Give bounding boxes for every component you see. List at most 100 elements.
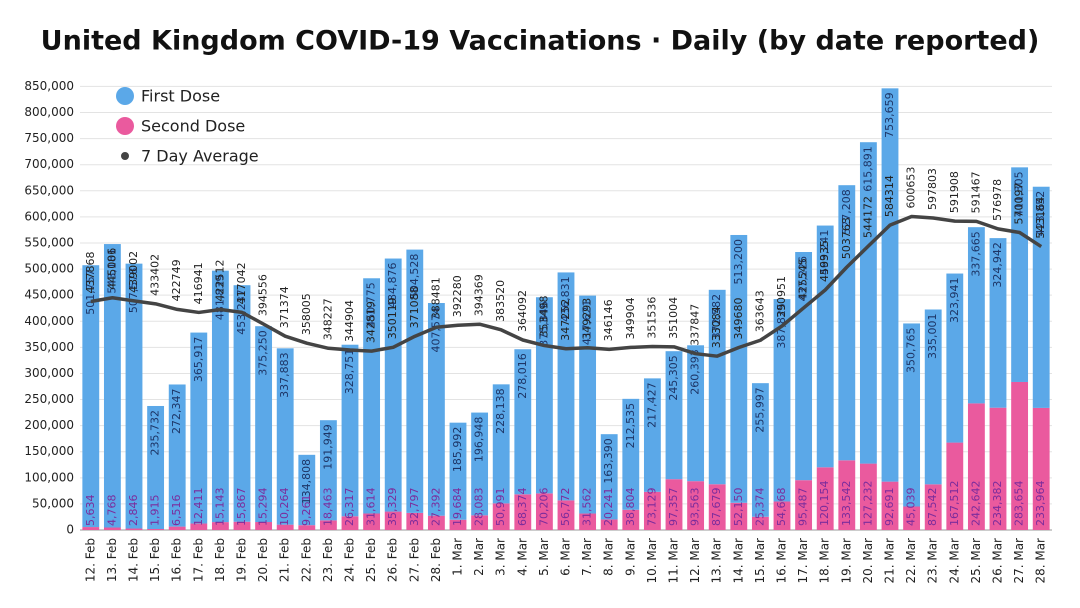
first-dose-label: 217,427 [645, 382, 658, 428]
bar-second-dose [319, 520, 337, 530]
average-label: 350119 [386, 297, 399, 339]
average-label: 543164 [1034, 197, 1047, 239]
first-dose-label: 484,876 [386, 263, 399, 309]
x-tick-label: 11. Mar [667, 538, 681, 584]
average-label: 425545 [797, 258, 810, 300]
average-label: 351004 [667, 297, 680, 339]
first-dose-label: 235,732 [149, 410, 162, 456]
x-tick-label: 22. Feb [299, 538, 313, 582]
second-dose-label: 56,772 [559, 488, 572, 527]
bar-second-dose [816, 467, 834, 530]
bar-second-dose [859, 463, 877, 530]
average-label: 364092 [516, 290, 529, 332]
x-tick-label: 28. Mar [1034, 538, 1048, 584]
x-tick-label: 1. Mar [451, 538, 465, 576]
first-dose-label: 185,992 [451, 427, 464, 473]
average-label: 392280 [451, 275, 464, 317]
first-dose-label: 196,948 [473, 417, 486, 463]
bar-first-dose [298, 454, 316, 526]
x-tick-label: 9. Mar [623, 538, 637, 576]
bar-second-dose [535, 493, 553, 530]
legend-label: First Dose [141, 87, 220, 106]
average-label: 416941 [192, 262, 205, 304]
first-dose-label: 463,241 [818, 230, 831, 276]
bar-first-dose [427, 303, 445, 516]
average-label: 422512 [213, 260, 226, 302]
bar-second-dose [341, 516, 359, 530]
second-dose-label: 10,264 [278, 488, 291, 527]
x-tick-label: 18. Mar [818, 538, 832, 584]
first-dose-label: 372,582 [710, 294, 723, 340]
first-dose-label: 436,831 [559, 276, 572, 322]
y-tick-label: 850,000 [24, 79, 74, 93]
first-dose-label: 375,250 [257, 330, 270, 376]
x-tick-label: 21. Feb [278, 538, 292, 582]
first-dose-label: 260,393 [689, 349, 702, 395]
x-tick-label: 17. Feb [191, 538, 205, 582]
bar-second-dose [989, 407, 1007, 530]
bar-first-dose [795, 252, 813, 481]
second-dose-label: 50,991 [494, 488, 507, 527]
x-tick-label: 2. Mar [472, 538, 486, 576]
bar-first-dose [989, 238, 1007, 408]
bar-first-dose [363, 278, 381, 514]
second-dose-label: 6,516 [170, 495, 183, 527]
first-dose-label: 504,528 [408, 254, 421, 300]
y-tick-label: 500,000 [24, 262, 74, 276]
first-dose-label: 335,001 [926, 314, 939, 360]
bar-first-dose [514, 349, 532, 495]
x-tick-label: 16. Feb [170, 538, 184, 582]
second-dose-label: 87,542 [926, 488, 939, 527]
average-label: 349680 [732, 298, 745, 340]
first-dose-label: 501,757 [84, 269, 97, 315]
bar-first-dose [687, 345, 705, 482]
bar-first-dose [82, 265, 100, 528]
first-dose-label: 375,846 [537, 301, 550, 347]
bar-second-dose [708, 484, 726, 530]
y-tick-label: 0 [66, 523, 74, 537]
x-tick-label: 15. Mar [753, 538, 767, 584]
average-label: 459935 [818, 240, 831, 282]
x-tick-label: 23. Mar [926, 538, 940, 584]
bar-second-dose [449, 519, 467, 530]
second-dose-label: 9,261 [300, 495, 313, 527]
x-tick-label: 6. Mar [559, 538, 573, 576]
second-dose-label: 133,542 [840, 481, 853, 527]
bar-second-dose [946, 442, 964, 530]
average-label: 503763 [840, 217, 853, 259]
average-label: 371374 [278, 286, 291, 328]
second-dose-label: 54,668 [775, 488, 788, 527]
average-label: 383520 [494, 280, 507, 322]
bar-first-dose [211, 270, 229, 523]
legend-swatch [121, 152, 129, 160]
x-tick-label: 21. Mar [883, 538, 897, 584]
second-dose-label: 242,642 [969, 481, 982, 527]
x-tick-label: 10. Mar [645, 538, 659, 584]
bar-first-dose [276, 348, 294, 525]
second-dose-label: 15,294 [257, 488, 270, 527]
bar-first-dose [147, 405, 165, 530]
first-dose-label: 527,208 [840, 189, 853, 235]
average-label: 337847 [689, 304, 702, 346]
average-label: 390951 [775, 276, 788, 318]
average-label: 346146 [602, 299, 615, 341]
average-label: 433402 [149, 254, 162, 296]
y-tick-label: 800,000 [24, 105, 74, 119]
average-label: 439002 [127, 251, 140, 293]
x-tick-label: 20. Mar [861, 538, 875, 584]
y-tick-label: 300,000 [24, 366, 74, 380]
bar-second-dose [492, 503, 510, 530]
second-dose-label: 120,154 [818, 481, 831, 527]
average-label: 344904 [343, 300, 356, 342]
bar-first-dose [859, 142, 877, 464]
bar-second-dose [406, 512, 424, 530]
bar-second-dose [233, 521, 251, 530]
first-dose-label: 212,535 [624, 403, 637, 449]
x-tick-label: 25. Mar [969, 538, 983, 584]
average-label: 584314 [883, 175, 896, 217]
x-tick-label: 28. Feb [429, 538, 443, 582]
bar-second-dose [687, 481, 705, 530]
bar-first-dose [319, 420, 337, 521]
bar-first-dose [255, 326, 273, 523]
